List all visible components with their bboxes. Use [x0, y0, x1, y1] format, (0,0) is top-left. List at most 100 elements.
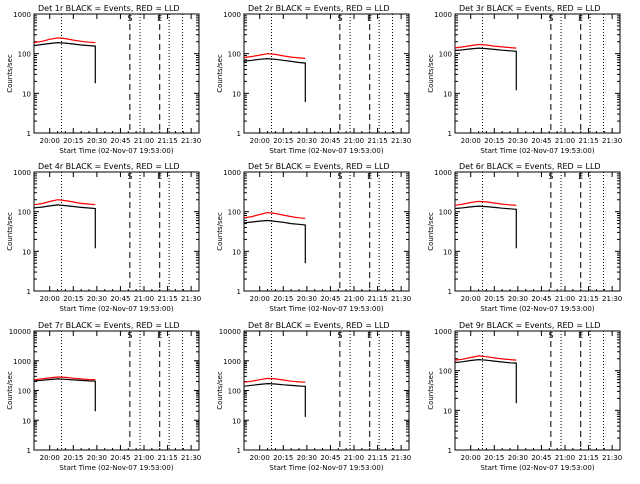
y-tick-label: 1: [448, 447, 452, 455]
x-axis-label: Start Time (02-Nov-07 19:53:00): [480, 305, 594, 313]
series-lld-line: [454, 200, 517, 206]
x-tick-label: 20:45: [531, 137, 551, 145]
event-marker-e: E: [578, 14, 583, 23]
series-events-line: [33, 41, 96, 84]
y-tick-label: 100: [439, 368, 452, 376]
x-tick-label: 20:00: [461, 295, 481, 303]
panel-det-1: Det 1r BLACK = Events, RED = LLD 1 10 100 10…: [6, 4, 201, 155]
x-tick-label: 20:00: [40, 295, 60, 303]
x-tick-label: 20:30: [508, 295, 528, 303]
x-axis-label: Start Time (02-Nov-07 19:53:00): [269, 147, 383, 155]
x-tick-label: 21:15: [157, 295, 177, 303]
y-axis-label: Counts/sec: [216, 212, 224, 251]
y-tick-label: 100: [439, 209, 452, 217]
x-tick-label: 21:15: [367, 295, 387, 303]
x-tick-label: 20:00: [40, 137, 60, 145]
series-lld-line: [33, 199, 96, 206]
event-marker-s: S: [127, 172, 132, 181]
series-events-line: [33, 204, 96, 249]
x-tick-label: 20:00: [461, 137, 481, 145]
x-tick-label: 20:00: [250, 137, 270, 145]
panel-det-6: Det 6r BLACK = Events, RED = LLD 1 10 100 10…: [427, 162, 622, 313]
x-tick-label: 20:00: [250, 454, 270, 462]
y-axis-label: Counts/sec: [6, 54, 14, 93]
panel-title: Det 1r BLACK = Events, RED = LLD: [38, 4, 180, 13]
series-lld-line: [33, 37, 96, 44]
x-tick-label: 21:30: [181, 295, 201, 303]
y-tick-label: 10000: [9, 328, 31, 336]
y-tick-label: 1000: [434, 328, 452, 336]
event-marker-e: E: [578, 172, 583, 181]
plot-frame: [243, 330, 410, 451]
event-marker-s: S: [548, 14, 553, 23]
event-marker-s: S: [337, 172, 342, 181]
y-tick-label: 1: [237, 130, 241, 138]
y-tick-label: 10: [22, 417, 31, 425]
x-tick-label: 20:30: [87, 454, 107, 462]
x-tick-label: 21:00: [134, 295, 154, 303]
x-tick-label: 21:15: [578, 295, 598, 303]
event-marker-s: S: [337, 14, 342, 23]
x-axis-label: Start Time (02-Nov-07 19:53:00): [480, 464, 594, 472]
series-lld-line: [454, 43, 517, 49]
y-tick-label: 100: [18, 51, 31, 59]
event-marker-s: S: [548, 331, 553, 340]
panel-det-7: Det 7r BLACK = Events, RED = LLD 1 10 100 10…: [6, 321, 201, 472]
x-tick-label: 20:30: [508, 137, 528, 145]
event-marker-s: S: [337, 331, 342, 340]
x-tick-label: 20:00: [461, 454, 481, 462]
panel-title: Det 5r BLACK = Events, RED = LLD: [248, 162, 390, 171]
x-tick-label: 20:45: [320, 295, 340, 303]
panel-title: Det 8r BLACK = Events, RED = LLD: [248, 321, 390, 330]
series-events-line: [454, 47, 517, 91]
y-tick-label: 1000: [434, 11, 452, 19]
plot-frame: [33, 171, 200, 292]
x-tick-label: 20:45: [320, 137, 340, 145]
panel-det-2: Det 2r BLACK = Events, RED = LLD 1 10 100 10…: [216, 4, 411, 155]
x-tick-label: 20:15: [63, 295, 83, 303]
y-tick-label: 100: [228, 388, 241, 396]
x-tick-label: 20:15: [484, 454, 504, 462]
panel-title: Det 2r BLACK = Events, RED = LLD: [248, 4, 390, 13]
plot-frame: [243, 13, 410, 134]
x-tick-label: 20:30: [297, 137, 317, 145]
series-lld-line: [243, 211, 306, 219]
y-tick-label: 100: [18, 209, 31, 217]
x-tick-label: 20:45: [110, 454, 130, 462]
x-tick-label: 20:15: [273, 295, 293, 303]
panel-title: Det 7r BLACK = Events, RED = LLD: [38, 321, 180, 330]
series-lld-line: [454, 355, 517, 361]
series-events-line: [243, 219, 306, 264]
y-tick-label: 100: [228, 209, 241, 217]
y-tick-label: 100: [228, 51, 241, 59]
panel-title: Det 4r BLACK = Events, RED = LLD: [38, 162, 180, 171]
panel-title: Det 9r BLACK = Events, RED = LLD: [459, 321, 601, 330]
x-axis-label: Start Time (02-Nov-07 19:53:00): [59, 147, 173, 155]
y-axis-label: Counts/sec: [6, 212, 14, 251]
x-tick-label: 20:15: [273, 454, 293, 462]
x-tick-label: 21:30: [602, 137, 622, 145]
x-tick-label: 20:15: [484, 295, 504, 303]
series-lld-line: [243, 53, 306, 59]
y-tick-label: 10: [443, 248, 452, 256]
x-tick-label: 21:15: [367, 454, 387, 462]
x-tick-label: 21:00: [344, 137, 364, 145]
y-tick-label: 1000: [223, 11, 241, 19]
series-lld-line: [33, 376, 96, 381]
x-tick-label: 20:30: [87, 295, 107, 303]
y-tick-label: 1000: [13, 358, 31, 366]
y-tick-label: 100: [18, 388, 31, 396]
y-tick-label: 1: [237, 447, 241, 455]
x-tick-label: 21:15: [367, 137, 387, 145]
plot-frame: [243, 171, 410, 292]
x-axis-label: Start Time (02-Nov-07 19:53:00): [59, 464, 173, 472]
x-tick-label: 21:00: [555, 137, 575, 145]
event-marker-e: E: [367, 172, 372, 181]
y-tick-label: 1: [27, 447, 31, 455]
x-tick-label: 20:15: [63, 137, 83, 145]
y-axis-label: Counts/sec: [427, 212, 435, 251]
y-axis-label: Counts/sec: [6, 371, 14, 410]
x-tick-label: 20:30: [508, 454, 528, 462]
